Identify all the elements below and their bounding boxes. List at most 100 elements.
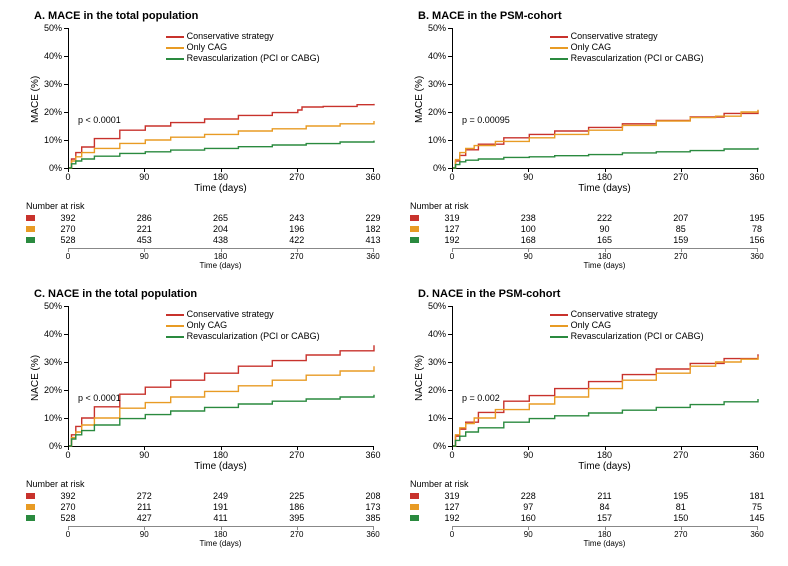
- risk-value: 160: [521, 513, 536, 523]
- x-tick-label: 180: [597, 450, 612, 460]
- risk-swatch-revascularization: [26, 515, 35, 521]
- y-tick-label: 20%: [428, 385, 446, 395]
- legend-label: Revascularization (PCI or CABG): [571, 331, 704, 342]
- risk-value: 238: [521, 213, 536, 223]
- risk-value: 75: [752, 502, 762, 512]
- y-tick-label: 10%: [44, 413, 62, 423]
- y-tick-label: 30%: [44, 357, 62, 367]
- risk-x-tick-label: 360: [750, 252, 763, 261]
- risk-swatch-revascularization: [410, 515, 419, 521]
- x-axis-label: Time (days): [194, 183, 246, 194]
- risk-value: 204: [213, 224, 228, 234]
- series-line-revascularization: [453, 148, 758, 168]
- legend-label: Only CAG: [571, 42, 612, 53]
- risk-value: 84: [599, 502, 609, 512]
- risk-value: 528: [60, 235, 75, 245]
- risk-swatch-revascularization: [410, 237, 419, 243]
- risk-value: 211: [137, 502, 151, 512]
- y-axis-label: MACE (%): [414, 76, 425, 123]
- legend-item-conservative: Conservative strategy: [166, 309, 320, 320]
- risk-value: 195: [749, 213, 764, 223]
- panel-title: B. MACE in the PSM-cohort: [418, 10, 562, 22]
- legend: Conservative strategyOnly CAGRevasculari…: [550, 309, 704, 342]
- risk-value: 453: [137, 235, 152, 245]
- series-line-conservative: [69, 104, 374, 168]
- y-axis-label: NACE (%): [30, 355, 41, 401]
- risk-value: 221: [137, 224, 152, 234]
- risk-value: 286: [137, 213, 152, 223]
- risk-table-title: Number at risk: [410, 479, 469, 489]
- risk-value: 392: [60, 213, 75, 223]
- risk-swatch-conservative: [26, 215, 35, 221]
- risk-x-tick-label: 90: [140, 252, 149, 261]
- risk-x-axis-label: Time (days): [584, 539, 626, 548]
- risk-value: 422: [289, 235, 304, 245]
- legend: Conservative strategyOnly CAGRevasculari…: [166, 31, 320, 64]
- legend: Conservative strategyOnly CAGRevasculari…: [550, 31, 704, 64]
- y-tick-label: 20%: [44, 107, 62, 117]
- legend-item-only_cag: Only CAG: [550, 42, 704, 53]
- risk-x-tick-label: 360: [366, 530, 379, 539]
- risk-table-title: Number at risk: [26, 201, 85, 211]
- y-tick-label: 50%: [428, 301, 446, 311]
- risk-table-title: Number at risk: [26, 479, 85, 489]
- legend-label: Revascularization (PCI or CABG): [187, 53, 320, 64]
- risk-value: 156: [749, 235, 764, 245]
- legend-label: Only CAG: [187, 320, 228, 331]
- x-tick-label: 270: [673, 450, 688, 460]
- y-tick-label: 10%: [428, 413, 446, 423]
- legend-item-conservative: Conservative strategy: [166, 31, 320, 42]
- x-tick-label: 360: [365, 450, 380, 460]
- panel-b: B. MACE in the PSM-cohort0%10%20%30%40%5…: [402, 8, 772, 280]
- risk-value: 265: [213, 213, 228, 223]
- x-tick-label: 180: [597, 172, 612, 182]
- risk-x-tick-label: 270: [290, 530, 303, 539]
- risk-swatch-only_cag: [26, 504, 35, 510]
- risk-x-tick-label: 90: [140, 530, 149, 539]
- legend-swatch: [166, 47, 184, 49]
- risk-value: 192: [444, 235, 459, 245]
- x-tick-label: 360: [749, 172, 764, 182]
- risk-x-tick-label: 180: [598, 530, 611, 539]
- risk-value: 222: [597, 213, 612, 223]
- risk-value: 413: [365, 235, 380, 245]
- legend-swatch: [550, 325, 568, 327]
- risk-value: 85: [676, 224, 686, 234]
- legend-item-only_cag: Only CAG: [550, 320, 704, 331]
- panel-title: D. NACE in the PSM-cohort: [418, 288, 560, 300]
- y-axis-label: MACE (%): [30, 76, 41, 123]
- panel-a: A. MACE in the total population0%10%20%3…: [18, 8, 388, 280]
- p-value: p = 0.00095: [462, 115, 510, 125]
- x-tick-label: 0: [65, 450, 70, 460]
- legend-swatch: [166, 58, 184, 60]
- legend-label: Revascularization (PCI or CABG): [187, 331, 320, 342]
- risk-value: 127: [444, 224, 459, 234]
- p-value: p < 0.0001: [78, 115, 121, 125]
- risk-value: 145: [749, 513, 764, 523]
- x-tick-label: 90: [139, 450, 149, 460]
- x-tick-label: 90: [523, 450, 533, 460]
- series-line-only_cag: [69, 121, 374, 168]
- risk-x-axis-label: Time (days): [584, 261, 626, 270]
- risk-value: 127: [444, 502, 459, 512]
- y-tick-label: 30%: [44, 79, 62, 89]
- x-tick-label: 0: [65, 172, 70, 182]
- panel-d: D. NACE in the PSM-cohort0%10%20%30%40%5…: [402, 286, 772, 558]
- risk-value: 90: [599, 224, 609, 234]
- legend-swatch: [550, 314, 568, 316]
- x-axis-label: Time (days): [578, 183, 630, 194]
- series-line-revascularization: [69, 141, 374, 168]
- risk-value: 272: [137, 491, 152, 501]
- legend-item-revascularization: Revascularization (PCI or CABG): [166, 53, 320, 64]
- risk-value: 165: [597, 235, 612, 245]
- risk-value: 319: [444, 491, 459, 501]
- legend: Conservative strategyOnly CAGRevasculari…: [166, 309, 320, 342]
- risk-x-tick-label: 90: [524, 252, 533, 261]
- risk-value: 385: [365, 513, 380, 523]
- risk-value: 97: [523, 502, 533, 512]
- y-tick-label: 40%: [44, 51, 62, 61]
- x-tick-label: 360: [749, 450, 764, 460]
- risk-x-tick-label: 360: [750, 530, 763, 539]
- y-tick-label: 10%: [428, 135, 446, 145]
- risk-value: 249: [213, 491, 228, 501]
